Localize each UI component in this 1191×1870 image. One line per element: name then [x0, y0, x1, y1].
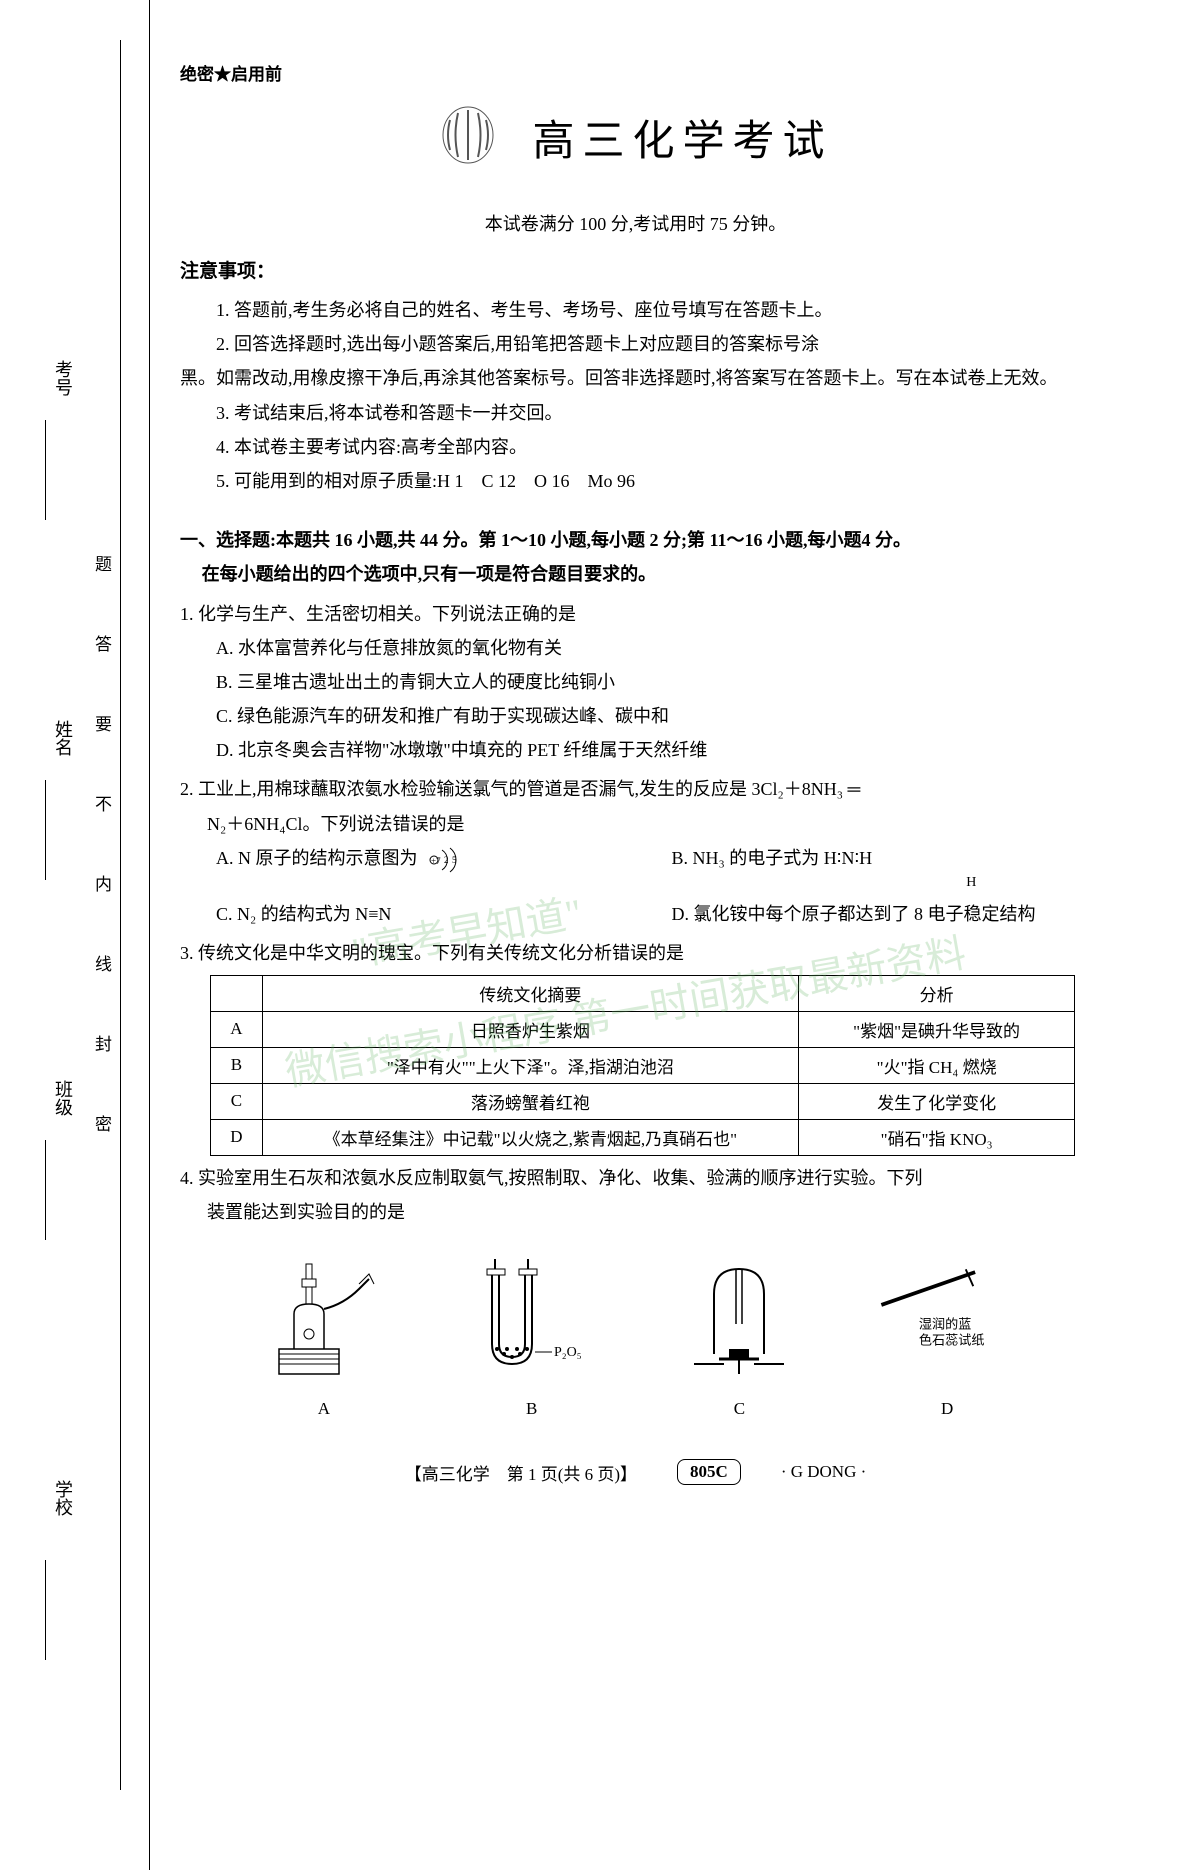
exam-page: 考号 姓名 班级 学校 题 答 要 不 内 线 封 密 绝密★启用前 [0, 0, 1191, 1870]
litmus-label-2: 色石蕊试纸 [919, 1332, 985, 1348]
seal-char-0: 题 [95, 550, 112, 575]
fig-a-label: A [249, 1399, 399, 1419]
p2o5-label: P₂O₅ [554, 1345, 582, 1360]
q1-c: C. 绿色能源汽车的研发和推广有助于实现碳达峰、碳中和 [180, 699, 1091, 733]
notice-4: 4. 本试卷主要考试内容:高考全部内容。 [180, 430, 1091, 464]
fig-c-label: C [664, 1399, 814, 1419]
litmus-label-1: 湿润的蓝 [919, 1317, 971, 1332]
svg-text:2: 2 [444, 855, 449, 865]
underline-kaohao [45, 420, 46, 520]
q3-r1c0: B [211, 1047, 263, 1083]
notice-header: 注意事项： [180, 256, 1091, 283]
q1-d: D. 北京冬奥会吉祥物"冰墩墩"中填充的 PET 纤维属于天然纤维 [180, 733, 1091, 767]
q2-stem: 2. 工业上,用棉球蘸取浓氨水检验输送氯气的管道是否漏气,发生的反应是 3Cl₂… [180, 772, 1091, 806]
q2-a-text: A. N 原子的结构示意图为 [216, 848, 418, 868]
q3-r0c0: A [211, 1011, 263, 1047]
figure-row: A [180, 1249, 1091, 1419]
seal-char-2: 要 [95, 710, 112, 735]
q3-r2c1: 落汤螃蟹着红袍 [262, 1083, 798, 1119]
q3-r3c2: "硝石"指 KNO₃ [798, 1119, 1075, 1155]
seal-char-6: 封 [95, 1030, 112, 1055]
q2-b-sub: H [816, 870, 1092, 897]
inner-margin-line [120, 40, 121, 1790]
q3-stem: 3. 传统文化是中华文明的瑰宝。下列有关传统文化分析错误的是 [180, 936, 1091, 970]
q1-stem: 1. 化学与生产、生活密切相关。下列说法正确的是 [180, 597, 1091, 631]
notice-1: 1. 答题前,考生务必将自己的姓名、考生号、考场号、座位号填写在答题卡上。 [180, 293, 1091, 327]
q3-r3c1: 《本草经集注》中记载"以火烧之,紫青烟起,乃真硝石也" [262, 1119, 798, 1155]
label-kaohao: 考号 [50, 360, 76, 396]
q3-r0c2: "紫烟"是碘升华导致的 [798, 1011, 1075, 1047]
footer-page: 【高三化学 第 1 页(共 6 页)】 [405, 1460, 637, 1485]
q1-b: B. 三星堆古遗址出土的青铜大立人的硬度比纯铜小 [180, 665, 1091, 699]
notice-5: 5. 可能用到的相对原子质量:H 1 C 12 O 16 Mo 96 [180, 464, 1091, 498]
footer-region: · G DONG · [781, 1462, 866, 1482]
q3-r1c1: "泽中有火""上火下泽"。泽,指湖泊池沼 [262, 1047, 798, 1083]
notice-2: 2. 回答选择题时,选出每小题答案后,用铅笔把答题卡上对应题目的答案标号涂 [180, 327, 1091, 361]
q2-d: D. 氯化铵中每个原子都达到了 8 电子稳定结构 [636, 897, 1092, 931]
svg-text:5: 5 [452, 855, 457, 865]
seal-char-4: 内 [95, 870, 112, 895]
q3-h1: 传统文化摘要 [262, 975, 798, 1011]
fig-d-label: D [872, 1399, 1022, 1419]
q2-a: A. N 原子的结构示意图为 +7 2 5 [180, 841, 636, 897]
seal-char-3: 不 [95, 790, 112, 815]
seal-char-1: 答 [95, 630, 112, 655]
q3-r0c1: 日照香炉生紫烟 [262, 1011, 798, 1047]
footer: 【高三化学 第 1 页(共 6 页)】 805C · G DONG · [180, 1459, 1091, 1485]
subtitle: 本试卷满分 100 分,考试用时 75 分钟。 [180, 210, 1091, 236]
atom-diagram-icon: +7 2 5 [422, 845, 462, 875]
fig-b-box: P₂O₅ [457, 1249, 607, 1389]
q3-h0 [211, 975, 263, 1011]
notice-2-cont: 黑。如需改动,用橡皮擦干净后,再涂其他答案标号。回答非选择题时,将答案写在答题卡… [180, 361, 1091, 395]
section-header-2: 在每小题给出的四个选项中,只有一项是符合题目要求的。 [180, 557, 1091, 591]
label-xuexiao: 学校 [50, 1480, 76, 1516]
logo-icon [438, 105, 498, 170]
footer-code: 805C [677, 1459, 741, 1485]
fig-d-box: 湿润的蓝 色石蕊试纸 [872, 1249, 1022, 1389]
q1-a: A. 水体富营养化与任意排放氮的氧化物有关 [180, 631, 1091, 665]
seal-char-7: 密 [95, 1110, 112, 1135]
underline-xuexiao [45, 1560, 46, 1660]
secret-label: 绝密★启用前 [180, 60, 1091, 85]
fig-b-label: B [457, 1399, 607, 1419]
underline-xingming [45, 780, 46, 880]
title-row: 高三化学考试 [180, 105, 1091, 170]
fig-c-box [664, 1249, 814, 1389]
notice-3: 3. 考试结束后,将本试卷和答题卡一并交回。 [180, 396, 1091, 430]
q3-r2c0: C [211, 1083, 263, 1119]
q3-r3c0: D [211, 1119, 263, 1155]
q2-b: B. NH₃ 的电子式为 H∶N∶H H [636, 841, 1092, 897]
section-header: 一、选择题:本题共 16 小题,共 44 分。第 1～10 小题,每小题 2 分… [180, 523, 1091, 557]
q4-stem: 4. 实验室用生石灰和浓氨水反应制取氨气,按照制取、净化、收集、验满的顺序进行实… [180, 1161, 1091, 1195]
svg-text:+7: +7 [431, 856, 441, 866]
main-title: 高三化学考试 [532, 107, 832, 168]
underline-banji [45, 1140, 46, 1240]
q2-c: C. N₂ 的结构式为 N≡N [180, 897, 636, 931]
q3-table: 传统文化摘要 分析 A 日照香炉生紫烟 "紫烟"是碘升华导致的 B "泽中有火"… [210, 975, 1075, 1156]
q3-r1c2: "火"指 CH₄ 燃烧 [798, 1047, 1075, 1083]
q2-stem2: N₂＋6NH₄Cl。下列说法错误的是 [180, 807, 1091, 841]
fig-b: P₂O₅ B [457, 1249, 607, 1419]
q2-b-text: B. NH₃ 的电子式为 H∶N∶H [672, 848, 873, 868]
label-xingming: 姓名 [50, 720, 76, 756]
content-area: 绝密★启用前 高三化学考试 本试卷满分 100 分,考试用时 75 分钟。 [150, 60, 1131, 1485]
q3-h2: 分析 [798, 975, 1075, 1011]
fig-d: 湿润的蓝 色石蕊试纸 D [872, 1249, 1022, 1419]
fig-c: C [664, 1249, 814, 1419]
fig-a: A [249, 1249, 399, 1419]
seal-char-5: 线 [95, 950, 112, 975]
q4-stem2: 装置能达到实验目的的是 [180, 1195, 1091, 1229]
binding-margin: 考号 姓名 班级 学校 题 答 要 不 内 线 封 密 [0, 0, 150, 1870]
label-banji: 班级 [50, 1080, 76, 1116]
q3-r2c2: 发生了化学变化 [798, 1083, 1075, 1119]
fig-a-box [249, 1249, 399, 1389]
